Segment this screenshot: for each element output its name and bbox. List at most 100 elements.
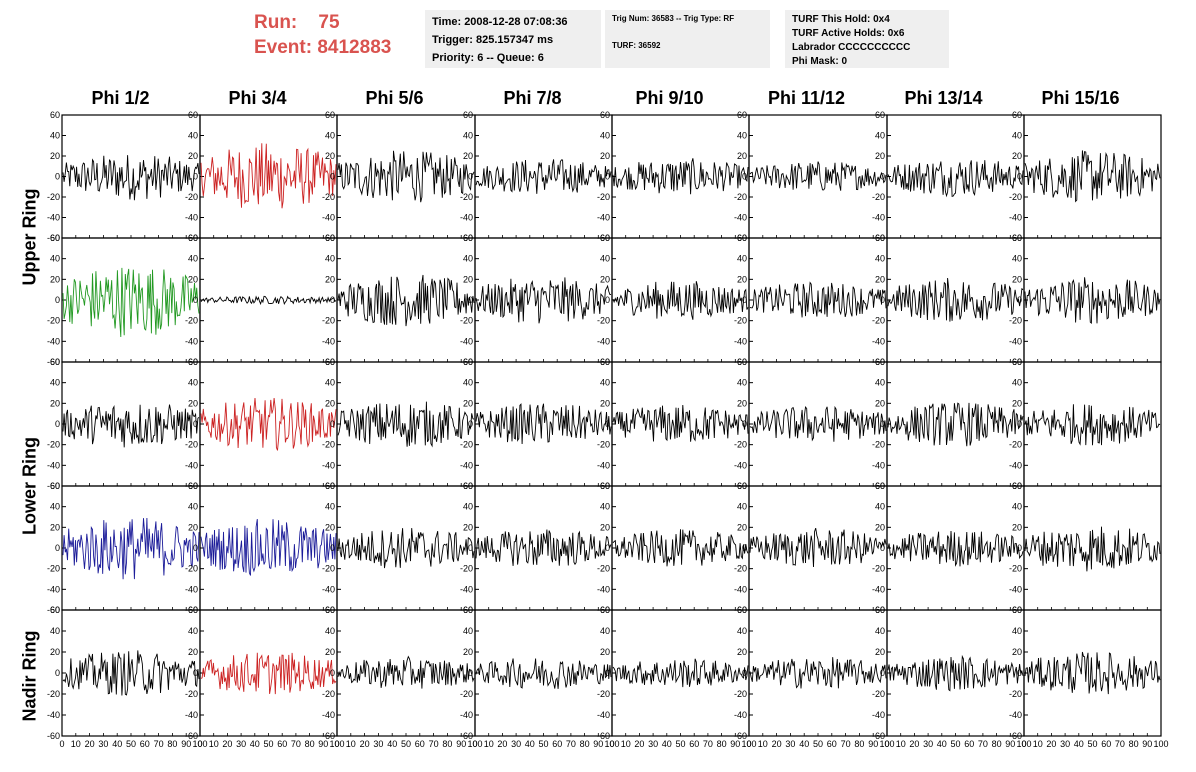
waveform-trace bbox=[887, 530, 1024, 567]
x-tick-label: 80 bbox=[854, 739, 864, 749]
waveform-trace bbox=[62, 650, 200, 696]
y-tick-label: 40 bbox=[463, 131, 473, 141]
waveform-trace bbox=[337, 150, 475, 203]
y-tick-label: -20 bbox=[322, 564, 335, 574]
y-tick-label: 60 bbox=[1012, 605, 1022, 615]
x-tick-label: 30 bbox=[1060, 739, 1070, 749]
turf-info-box: TURF This Hold: 0x4 TURF Active Holds: 0… bbox=[785, 10, 949, 68]
x-tick-label: 70 bbox=[703, 739, 713, 749]
y-tick-label: -20 bbox=[460, 689, 473, 699]
y-tick-label: -40 bbox=[460, 460, 473, 470]
y-tick-label: 0 bbox=[468, 668, 473, 678]
y-tick-label: 40 bbox=[600, 131, 610, 141]
y-tick-label: 60 bbox=[463, 357, 473, 367]
y-tick-label: 20 bbox=[325, 398, 335, 408]
column-header-phi-3-4: Phi 3/4 bbox=[228, 88, 287, 108]
y-tick-label: -40 bbox=[872, 460, 885, 470]
y-tick-label: 0 bbox=[880, 668, 885, 678]
y-tick-label: 60 bbox=[50, 605, 60, 615]
y-tick-label: 0 bbox=[330, 419, 335, 429]
y-tick-label: 40 bbox=[188, 626, 198, 636]
x-tick-label: 10 bbox=[346, 739, 356, 749]
y-tick-label: 60 bbox=[50, 110, 60, 120]
y-tick-label: 20 bbox=[188, 151, 198, 161]
panel-frame bbox=[1023, 485, 1162, 611]
y-tick-label: 0 bbox=[605, 172, 610, 182]
y-tick-label: 60 bbox=[600, 357, 610, 367]
turf-active-holds-text: TURF Active Holds: 0x6 bbox=[792, 28, 905, 39]
y-tick-label: 0 bbox=[742, 543, 747, 553]
x-tick-label: 100 bbox=[192, 739, 207, 749]
x-tick-label: 70 bbox=[291, 739, 301, 749]
x-tick-label: 80 bbox=[1129, 739, 1139, 749]
y-tick-label: 20 bbox=[325, 647, 335, 657]
y-tick-label: -40 bbox=[185, 213, 198, 223]
y-tick-label: 40 bbox=[875, 131, 885, 141]
waveform-trace bbox=[887, 654, 1024, 692]
x-tick-label: 10 bbox=[1033, 739, 1043, 749]
y-tick-label: 40 bbox=[463, 502, 473, 512]
waveform-trace bbox=[612, 281, 749, 320]
panel-frame bbox=[336, 361, 476, 487]
panel-frame bbox=[199, 609, 338, 737]
y-tick-label: 60 bbox=[463, 481, 473, 491]
y-tick-label: 20 bbox=[50, 398, 60, 408]
column-header-phi-1-2: Phi 1/2 bbox=[91, 88, 150, 108]
x-tick-label: 100 bbox=[604, 739, 619, 749]
x-tick-label: 0 bbox=[197, 739, 202, 749]
y-tick-label: 60 bbox=[463, 110, 473, 120]
y-tick-label: -40 bbox=[185, 710, 198, 720]
x-tick-label: 0 bbox=[884, 739, 889, 749]
y-tick-label: 60 bbox=[188, 481, 198, 491]
y-tick-label: 60 bbox=[325, 481, 335, 491]
y-tick-label: 0 bbox=[742, 295, 747, 305]
waveform-trace bbox=[749, 527, 887, 568]
x-tick-label: 0 bbox=[59, 739, 64, 749]
panel-frame bbox=[748, 361, 888, 487]
y-tick-label: -40 bbox=[47, 336, 60, 346]
y-tick-label: 20 bbox=[188, 274, 198, 284]
y-tick-label: -60 bbox=[872, 731, 885, 741]
y-tick-label: -40 bbox=[322, 710, 335, 720]
y-tick-label: 0 bbox=[605, 295, 610, 305]
y-tick-label: 40 bbox=[1012, 502, 1022, 512]
panel-frame bbox=[61, 237, 201, 363]
y-tick-label: -40 bbox=[872, 584, 885, 594]
panel-frame bbox=[474, 609, 613, 737]
y-tick-label: 40 bbox=[463, 378, 473, 388]
y-tick-label: 20 bbox=[463, 647, 473, 657]
y-tick-label: 0 bbox=[605, 419, 610, 429]
y-tick-label: -40 bbox=[1009, 584, 1022, 594]
y-tick-label: 0 bbox=[1017, 172, 1022, 182]
y-tick-label: 20 bbox=[600, 151, 610, 161]
x-tick-label: 100 bbox=[741, 739, 756, 749]
y-tick-label: 0 bbox=[193, 419, 198, 429]
turf-num-text: TURF: 36592 bbox=[612, 41, 661, 50]
x-tick-label: 10 bbox=[209, 739, 219, 749]
y-tick-label: 0 bbox=[193, 543, 198, 553]
y-tick-label: -40 bbox=[1009, 460, 1022, 470]
y-tick-label: 0 bbox=[55, 295, 60, 305]
y-tick-label: -20 bbox=[322, 192, 335, 202]
run-label: Run: bbox=[254, 12, 298, 33]
y-tick-label: -60 bbox=[734, 731, 747, 741]
y-tick-label: 60 bbox=[875, 481, 885, 491]
y-tick-label: -40 bbox=[597, 213, 610, 223]
waveform-trace bbox=[475, 529, 612, 566]
y-tick-label: 0 bbox=[742, 419, 747, 429]
y-tick-label: 0 bbox=[468, 172, 473, 182]
y-tick-label: 40 bbox=[737, 502, 747, 512]
waveform-trace bbox=[200, 652, 337, 695]
x-tick-label: 40 bbox=[525, 739, 535, 749]
panel-frame bbox=[611, 114, 750, 239]
y-tick-label: 40 bbox=[875, 254, 885, 264]
